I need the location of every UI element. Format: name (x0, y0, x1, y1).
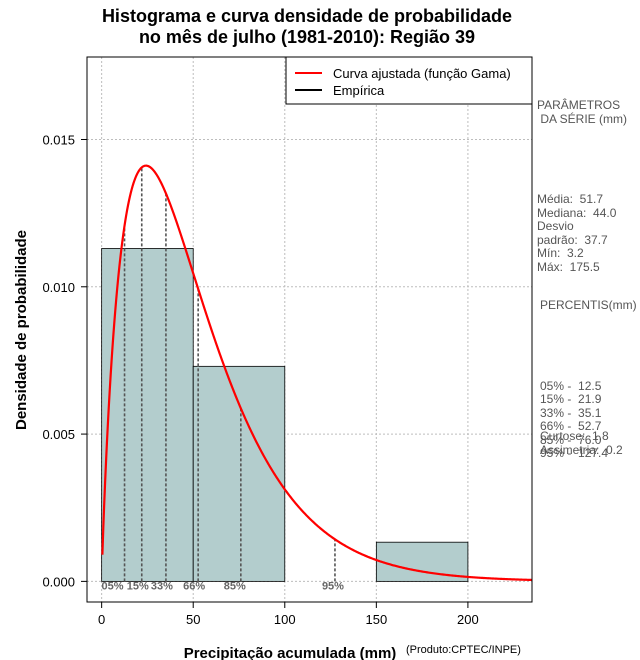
title-line-2: no mês de julho (1981-2010): Região 39 (138, 27, 476, 47)
percentile-label: 95% (322, 580, 344, 592)
params-values: Média: 51.7 Mediana: 44.0 Desvio padrão:… (537, 192, 617, 274)
y-tick-label: 0.005 (42, 427, 75, 442)
fitted-curve-line (101, 164, 532, 582)
percentile-label: 66% (183, 580, 205, 592)
params-panel: PARÂMETROS DA SÉRIE (mm) Média: 51.7 Med… (537, 72, 627, 288)
x-tick-label: 50 (186, 612, 200, 627)
percentile-label: 33% (151, 580, 173, 592)
x-axis-label: Precipitação acumulada (mm) (184, 645, 397, 660)
legend-label: Curva ajustada (função Gama) (333, 66, 511, 81)
shape-stats-panel: Curtose: 1.8 Assimetria: 0.2 (540, 403, 623, 471)
y-tick-label: 0.010 (42, 280, 75, 295)
shape-stats-values: Curtose: 1.8 Assimetria: 0.2 (540, 429, 623, 457)
x-tick-label: 0 (98, 612, 105, 627)
x-tick-label: 100 (274, 612, 296, 627)
percentile-label: 15% (127, 580, 149, 592)
chart-title: Histograma e curva densidade de probabil… (0, 6, 614, 48)
y-axis-label: Densidade de probabilidade (13, 230, 30, 430)
x-tick-label: 200 (457, 612, 479, 627)
legend-box (285, 56, 533, 105)
percentis-title: PERCENTIS(mm) (540, 298, 637, 312)
title-line-1: Histograma e curva densidade de probabil… (101, 6, 513, 26)
x-tick-label: 150 (365, 612, 387, 627)
y-tick-label: 0.015 (42, 132, 75, 147)
legend-label: Empírica (333, 83, 385, 98)
percentis-panel: PERCENTIS(mm) 05% - 12.5 15% - 21.9 33% … (540, 272, 637, 474)
params-title: PARÂMETROS DA SÉRIE (mm) (537, 98, 628, 126)
percentis-values: 05% - 12.5 15% - 21.9 33% - 35.1 66% - 5… (540, 378, 609, 460)
credit-label: (Produto:CPTEC/INPE) (406, 644, 521, 656)
histogram-bar (192, 365, 286, 582)
y-tick-label: 0.000 (42, 574, 75, 589)
percentile-label: 85% (224, 580, 246, 592)
percentile-label: 05% (102, 580, 124, 592)
